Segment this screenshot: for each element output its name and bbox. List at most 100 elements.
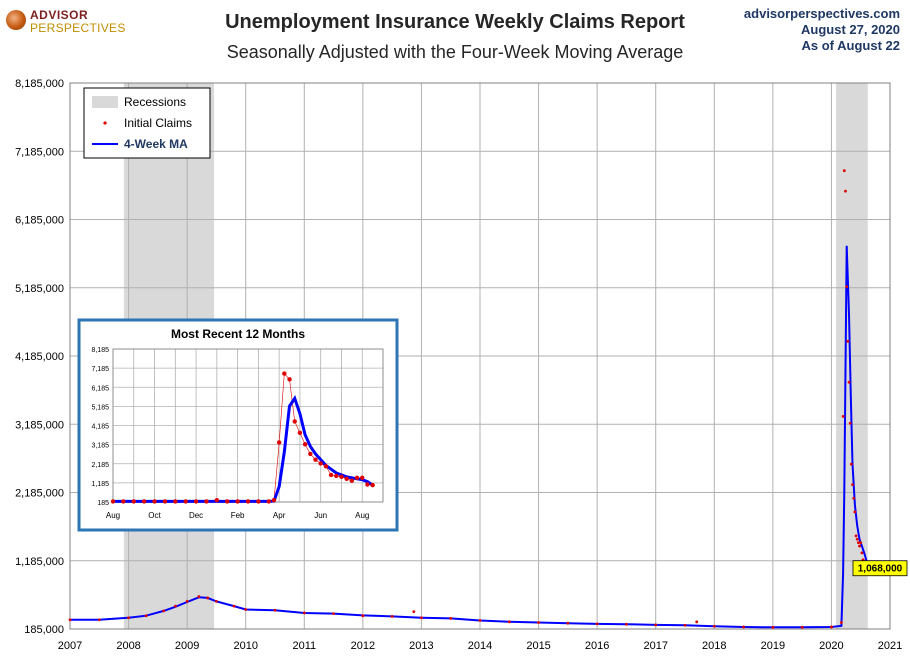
latest-value-callout: 1,068,000 [858,564,903,575]
initial-claims-point [332,612,335,616]
inset-initial-claims-point [354,475,360,481]
inset-initial-claims-point [204,499,209,504]
inset-initial-claims-point [360,475,365,481]
y-tick-label: 7,185,000 [15,146,64,158]
inset-initial-claims-point [323,464,329,469]
initial-claims-point [654,623,658,627]
initial-claims-point [742,625,745,629]
initial-claims-point [839,621,843,624]
initial-claims-point [215,599,218,603]
initial-claims-point [859,541,863,545]
initial-claims-point [841,415,845,418]
x-tick-label: 2015 [526,640,550,652]
initial-claims-point [390,614,394,618]
initial-claims-point [800,625,804,629]
initial-claims-point [244,608,248,611]
source-date: August 27, 2020 [801,22,900,37]
inset-initial-claims-point [225,499,230,504]
inset-initial-claims-point [334,473,339,479]
inset-4-week-ma-line [113,395,374,503]
legend-swatch-initial-claims [103,121,107,125]
y-tick-label: 185,000 [24,624,64,636]
inset-initial-claims-point [349,478,355,483]
inset-x-tick-label: Oct [148,511,161,520]
inset-initial-claims-point [287,377,292,382]
initial-claims-point [144,614,148,618]
initial-claims-point [566,621,570,625]
inset-x-tick-label: Feb [231,511,245,520]
latest-value-callout-box [852,560,908,577]
series-4-week-ma-line [70,245,870,629]
initial-claims-point [846,339,850,343]
inset-y-tick-label: 4,185 [91,424,109,431]
chart-subtitle: Seasonally Adjusted with the Four-Week M… [226,42,684,62]
inset-x-tick-label: Apr [273,511,286,520]
inset-initial-claims-point [282,371,287,376]
initial-claims-point [97,618,101,622]
inset-initial-claims-point [292,419,297,424]
logo-line2: PERSPECTIVES [30,21,126,35]
legend-label-4-week-ma: 4-Week MA [124,137,188,151]
x-tick-label: 2012 [351,640,375,652]
initial-claims-point [507,620,511,624]
initial-claims-point [420,616,423,620]
x-tick-label: 2011 [292,640,316,652]
chart-title: Unemployment Insurance Weekly Claims Rep… [225,11,685,33]
legend: Recessions Initial Claims 4-Week MA [83,87,211,159]
inset-initial-claims-point [308,451,313,457]
inset-initial-claims-point [302,442,308,447]
legend-swatch-recessions [92,96,118,108]
inset-initial-claims-point [183,499,188,504]
initial-claims-point [174,604,177,608]
initial-claims-point [273,608,277,612]
y-tick-label: 8,185,000 [15,78,64,90]
x-tick-label: 2007 [58,640,82,652]
inset-initial-claims-point [256,499,261,504]
initial-claims-point [847,380,851,384]
inset-initial-claims-point [370,482,375,488]
inset-initial-claims-point [193,499,199,504]
logo: ADVISOR PERSPECTIVES [6,8,136,38]
initial-claims-point [844,189,847,193]
inset-initial-claims-point [266,499,271,504]
inset-initial-claims-point [121,499,126,504]
initial-claims-point [845,285,849,289]
inset-initial-claims-point [313,457,318,462]
initial-claims-point [858,544,861,548]
x-tick-label: 2021 [878,640,902,652]
x-tick-label: 2020 [819,640,843,652]
initial-claims-point [232,604,236,608]
initial-claims-point [412,610,416,613]
initial-claims-point [206,596,210,600]
initial-claims-point [771,625,775,629]
inset-title: Most Recent 12 Months [171,327,305,341]
inset-y-tick-label: 7,185 [91,366,109,373]
initial-claims-point [854,534,858,538]
initial-claims-point [595,622,599,626]
x-tick-label: 2008 [116,640,140,652]
initial-claims-point [449,617,453,620]
logo-emblem-icon [6,10,26,30]
inset-y-tick-label: 3,185 [91,443,109,450]
y-tick-label: 6,185,000 [15,215,64,227]
initial-claims-point [302,611,306,615]
inset-initial-claims-point [173,499,178,504]
initial-claims-point [848,421,852,425]
inset-initial-claims-point [152,499,157,504]
initial-claims-point [537,621,540,624]
inset-x-tick-label: Aug [355,511,369,520]
source-asof: As of August 22 [801,38,900,53]
inset-initial-claims-point [214,497,220,503]
legend-label-initial-claims: Initial Claims [124,116,192,130]
inset-initial-claims-point [162,499,168,504]
initial-claims-point [185,599,189,603]
x-tick-label: 2009 [175,640,199,652]
initial-claims-point [856,541,860,545]
inset-x-tick-label: Dec [189,511,203,520]
y-tick-label: 3,185,000 [15,419,64,431]
inset-initial-claims-point [344,476,349,481]
initial-claims-point [68,618,72,622]
source-site: advisorperspectives.com [743,6,900,21]
inset-y-tick-label: 8,185 [91,347,109,354]
inset-y-tick-label: 1,185 [91,481,109,488]
